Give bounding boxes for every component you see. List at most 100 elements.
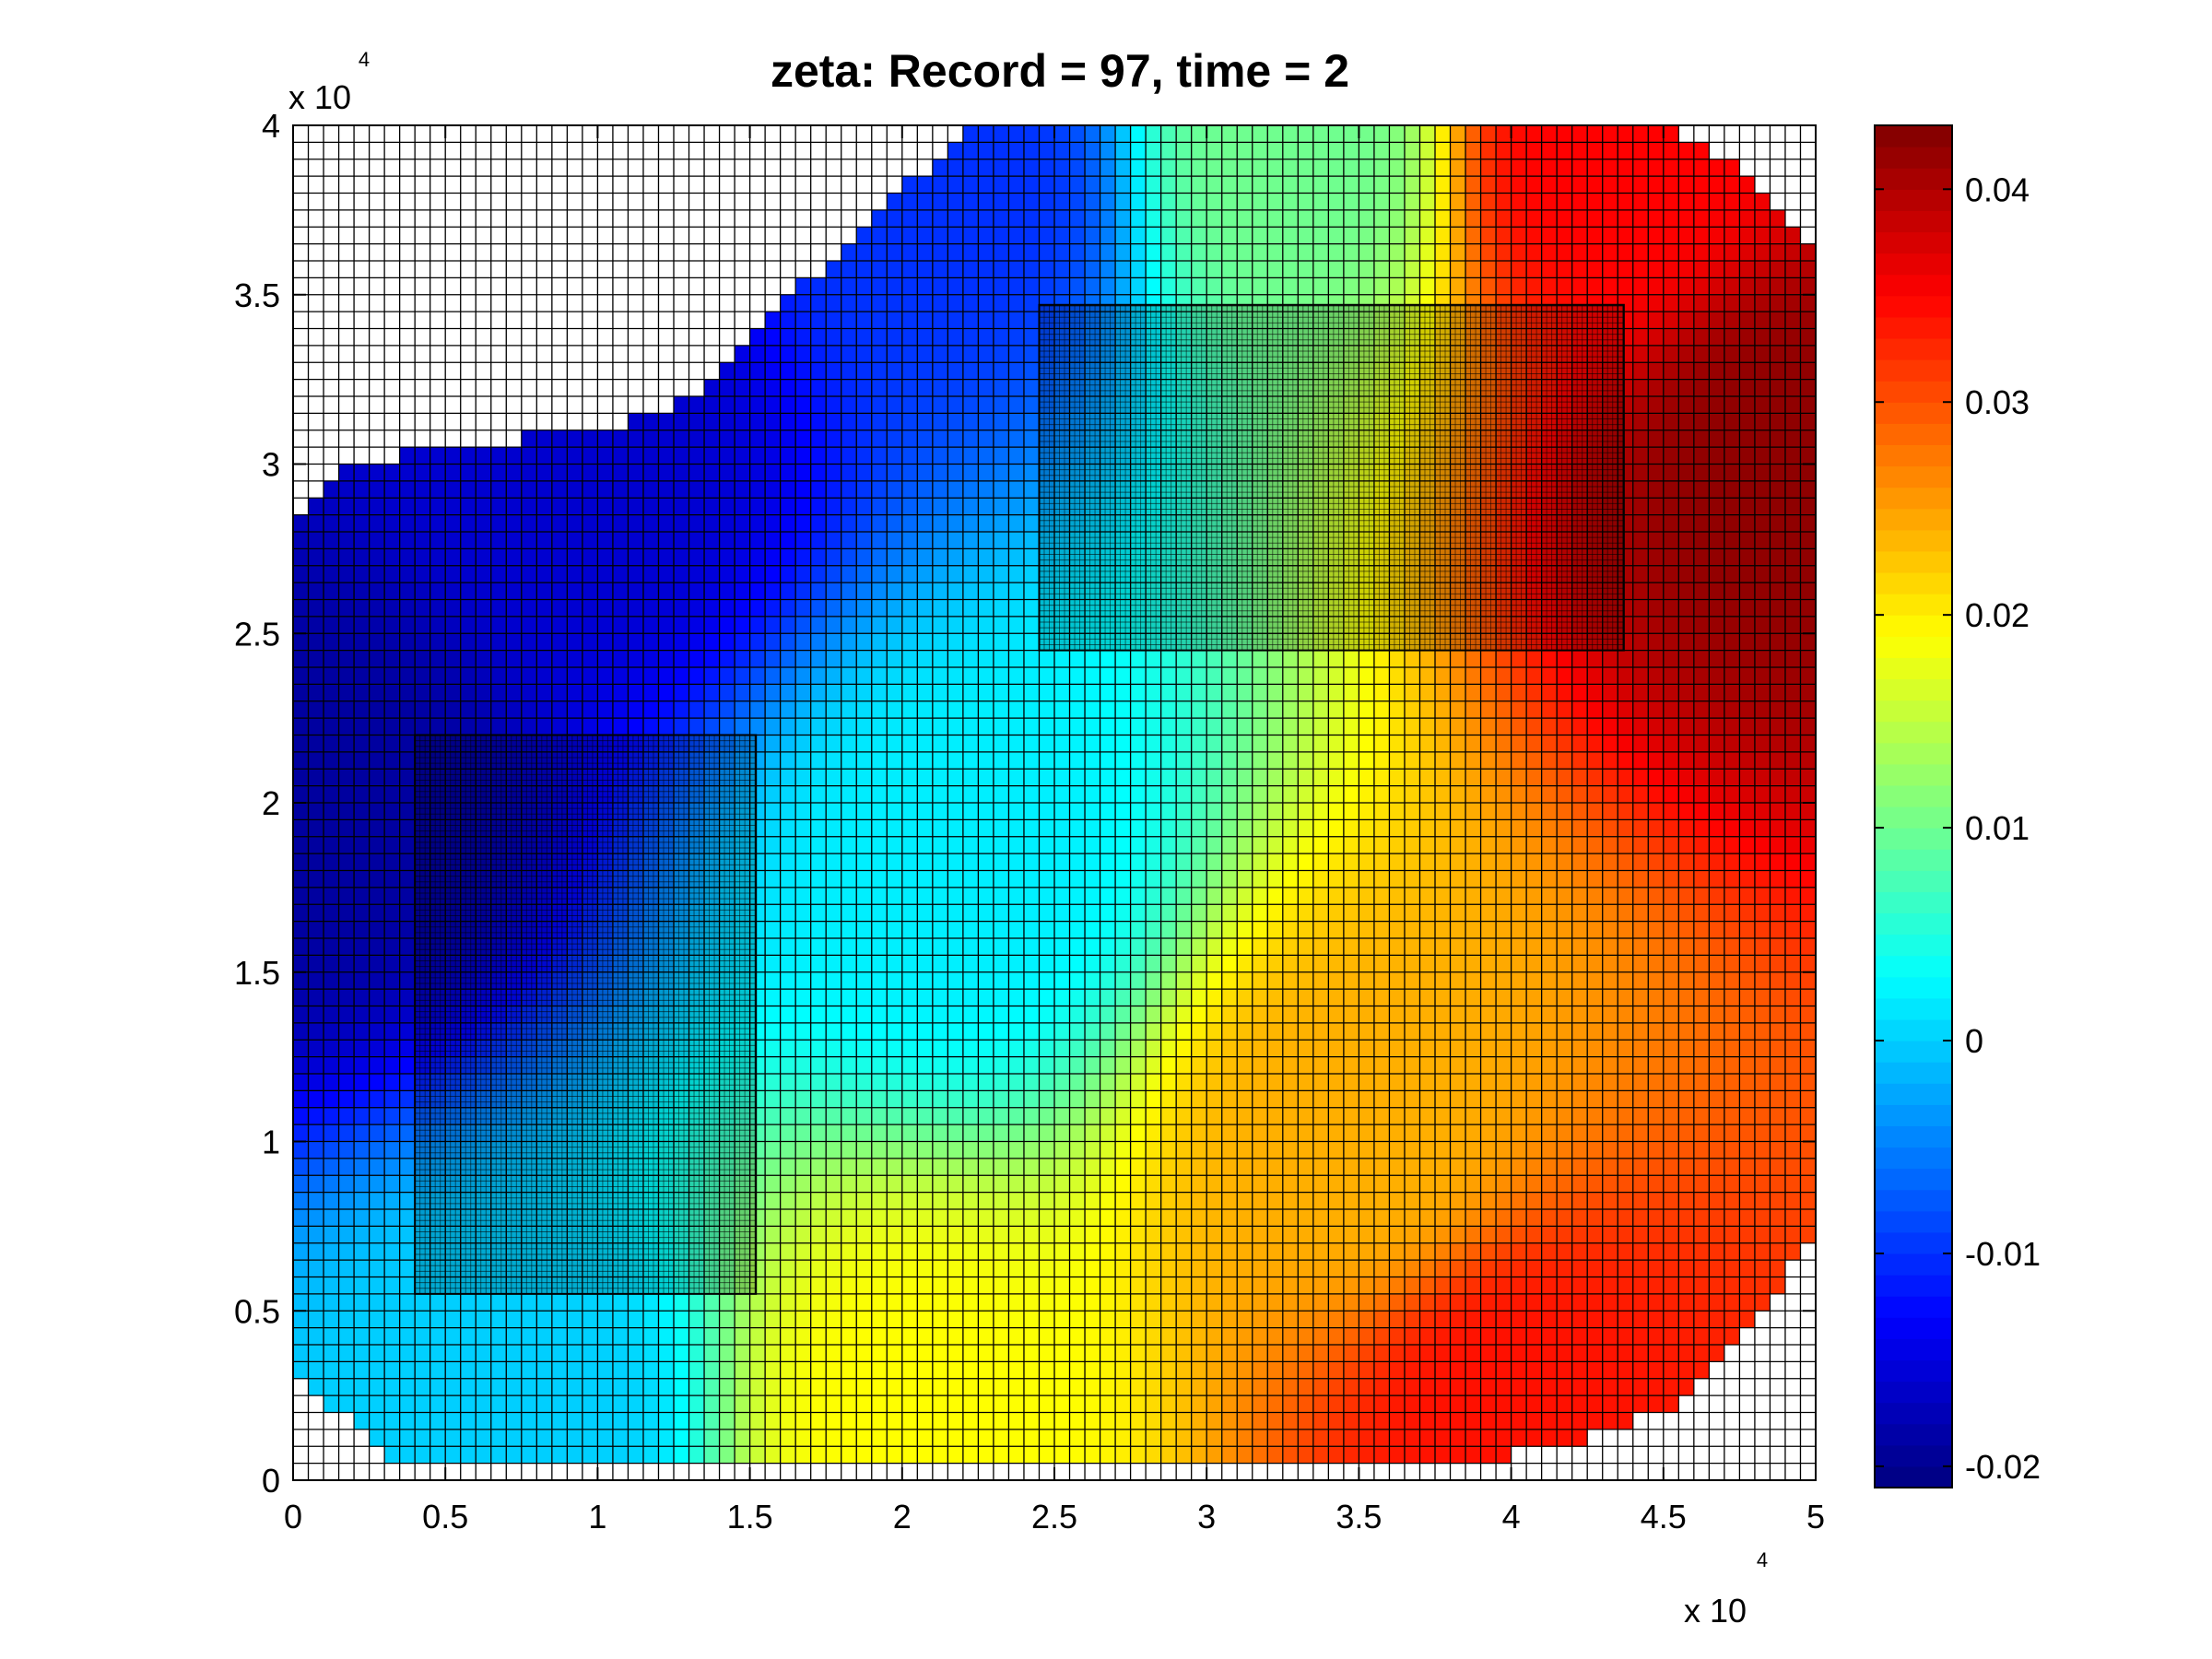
heatmap-cell xyxy=(887,1074,903,1091)
heatmap-cell xyxy=(415,1056,431,1075)
heatmap-cell xyxy=(1252,243,1268,262)
heatmap-cell xyxy=(917,1124,934,1142)
heatmap-cell xyxy=(1069,1260,1086,1277)
heatmap-cell xyxy=(1100,227,1116,245)
heatmap-cell xyxy=(384,1293,401,1312)
heatmap-cell xyxy=(490,650,507,668)
heatmap-cell xyxy=(1069,1395,1086,1413)
heatmap-cell xyxy=(1267,735,1284,753)
heatmap-cell xyxy=(1221,955,1238,973)
heatmap-cell xyxy=(917,616,934,634)
heatmap-cell xyxy=(1130,819,1147,838)
heatmap-cell xyxy=(293,971,309,990)
heatmap-cell xyxy=(1160,1327,1177,1346)
heatmap-cell xyxy=(887,1345,903,1362)
heatmap-cell xyxy=(460,700,477,719)
heatmap-cell xyxy=(1100,1040,1116,1058)
heatmap-cell xyxy=(871,1175,888,1194)
heatmap-cell xyxy=(856,1192,873,1210)
heatmap-cell xyxy=(962,819,979,838)
heatmap-cell xyxy=(841,413,857,431)
heatmap-cell xyxy=(1146,971,1162,990)
heatmap-cell xyxy=(1069,1345,1086,1362)
heatmap-cell xyxy=(765,1192,782,1210)
heatmap-cell xyxy=(399,1277,416,1295)
heatmap-cell xyxy=(567,684,583,702)
heatmap-cell xyxy=(1343,1040,1359,1058)
heatmap-cell xyxy=(780,1158,796,1176)
heatmap-cell xyxy=(1237,261,1253,278)
heatmap-cell xyxy=(917,243,934,262)
heatmap-cell xyxy=(1008,1429,1025,1447)
heatmap-cell xyxy=(551,1124,568,1142)
heatmap-cell xyxy=(1221,142,1238,160)
heatmap-cell xyxy=(826,464,842,482)
heatmap-cell xyxy=(308,819,324,838)
heatmap-cell xyxy=(399,1074,416,1091)
heatmap-cell xyxy=(765,785,782,804)
heatmap-cell xyxy=(917,989,934,1006)
heatmap-cell xyxy=(901,1192,918,1210)
heatmap-cell xyxy=(1160,870,1177,888)
heatmap-cell xyxy=(749,667,766,685)
heatmap-cell xyxy=(841,751,857,770)
heatmap-cell xyxy=(308,700,324,719)
heatmap-cell xyxy=(1069,938,1086,956)
heatmap-cell xyxy=(887,1056,903,1075)
heatmap-cell xyxy=(490,1327,507,1346)
heatmap-cell xyxy=(688,532,705,549)
heatmap-cell xyxy=(719,667,735,685)
heatmap-cell xyxy=(536,1074,553,1091)
heatmap-cell xyxy=(1023,1378,1040,1396)
heatmap-cell xyxy=(1023,1090,1040,1109)
heatmap-cell xyxy=(1267,209,1284,228)
heatmap-cell xyxy=(765,396,782,414)
heatmap-cell xyxy=(1146,684,1162,702)
heatmap-cell xyxy=(415,1395,431,1413)
heatmap-cell xyxy=(993,803,1009,820)
heatmap-cell xyxy=(551,904,568,923)
heatmap-cell xyxy=(947,582,964,600)
heatmap-cell xyxy=(1160,1040,1177,1058)
heatmap-cell xyxy=(1206,971,1223,990)
heatmap-cell xyxy=(826,684,842,702)
heatmap-cell xyxy=(810,582,827,600)
heatmap-cell xyxy=(871,447,888,465)
heatmap-cell xyxy=(856,227,873,245)
heatmap-cell xyxy=(1359,971,1375,990)
heatmap-cell xyxy=(795,1141,812,1159)
heatmap-cell xyxy=(917,548,934,567)
heatmap-cell xyxy=(1039,667,1055,685)
heatmap-cell xyxy=(1343,1141,1359,1159)
heatmap-cell xyxy=(780,565,796,583)
heatmap-cell xyxy=(551,887,568,905)
heatmap-cell xyxy=(704,650,720,668)
heatmap-cell xyxy=(369,700,385,719)
heatmap-cell xyxy=(490,1022,507,1041)
heatmap-cell xyxy=(1069,142,1086,160)
heatmap-cell xyxy=(901,464,918,482)
heatmap-cell xyxy=(415,1429,431,1447)
heatmap-cell xyxy=(1100,769,1116,787)
heatmap-cell xyxy=(978,904,994,923)
heatmap-cell xyxy=(901,447,918,465)
heatmap-cell xyxy=(1039,142,1055,160)
heatmap-cell xyxy=(1176,1040,1193,1058)
heatmap-cell xyxy=(719,616,735,634)
heatmap-cell xyxy=(399,667,416,685)
heatmap-cell xyxy=(490,1345,507,1362)
heatmap-cell xyxy=(536,751,553,770)
heatmap-cell xyxy=(293,667,309,685)
heatmap-cell xyxy=(354,1345,370,1362)
heatmap-cell xyxy=(551,447,568,465)
heatmap-cell xyxy=(810,1446,827,1465)
heatmap-cell xyxy=(871,1090,888,1109)
heatmap-cell xyxy=(1085,176,1100,194)
heatmap-cell xyxy=(1115,1378,1131,1396)
heatmap-cell xyxy=(1312,1345,1329,1362)
heatmap-cell xyxy=(719,1446,735,1465)
heatmap-cell xyxy=(551,803,568,820)
heatmap-cell xyxy=(506,1446,523,1465)
heatmap-cell xyxy=(1267,769,1284,787)
heatmap-cell xyxy=(749,582,766,600)
